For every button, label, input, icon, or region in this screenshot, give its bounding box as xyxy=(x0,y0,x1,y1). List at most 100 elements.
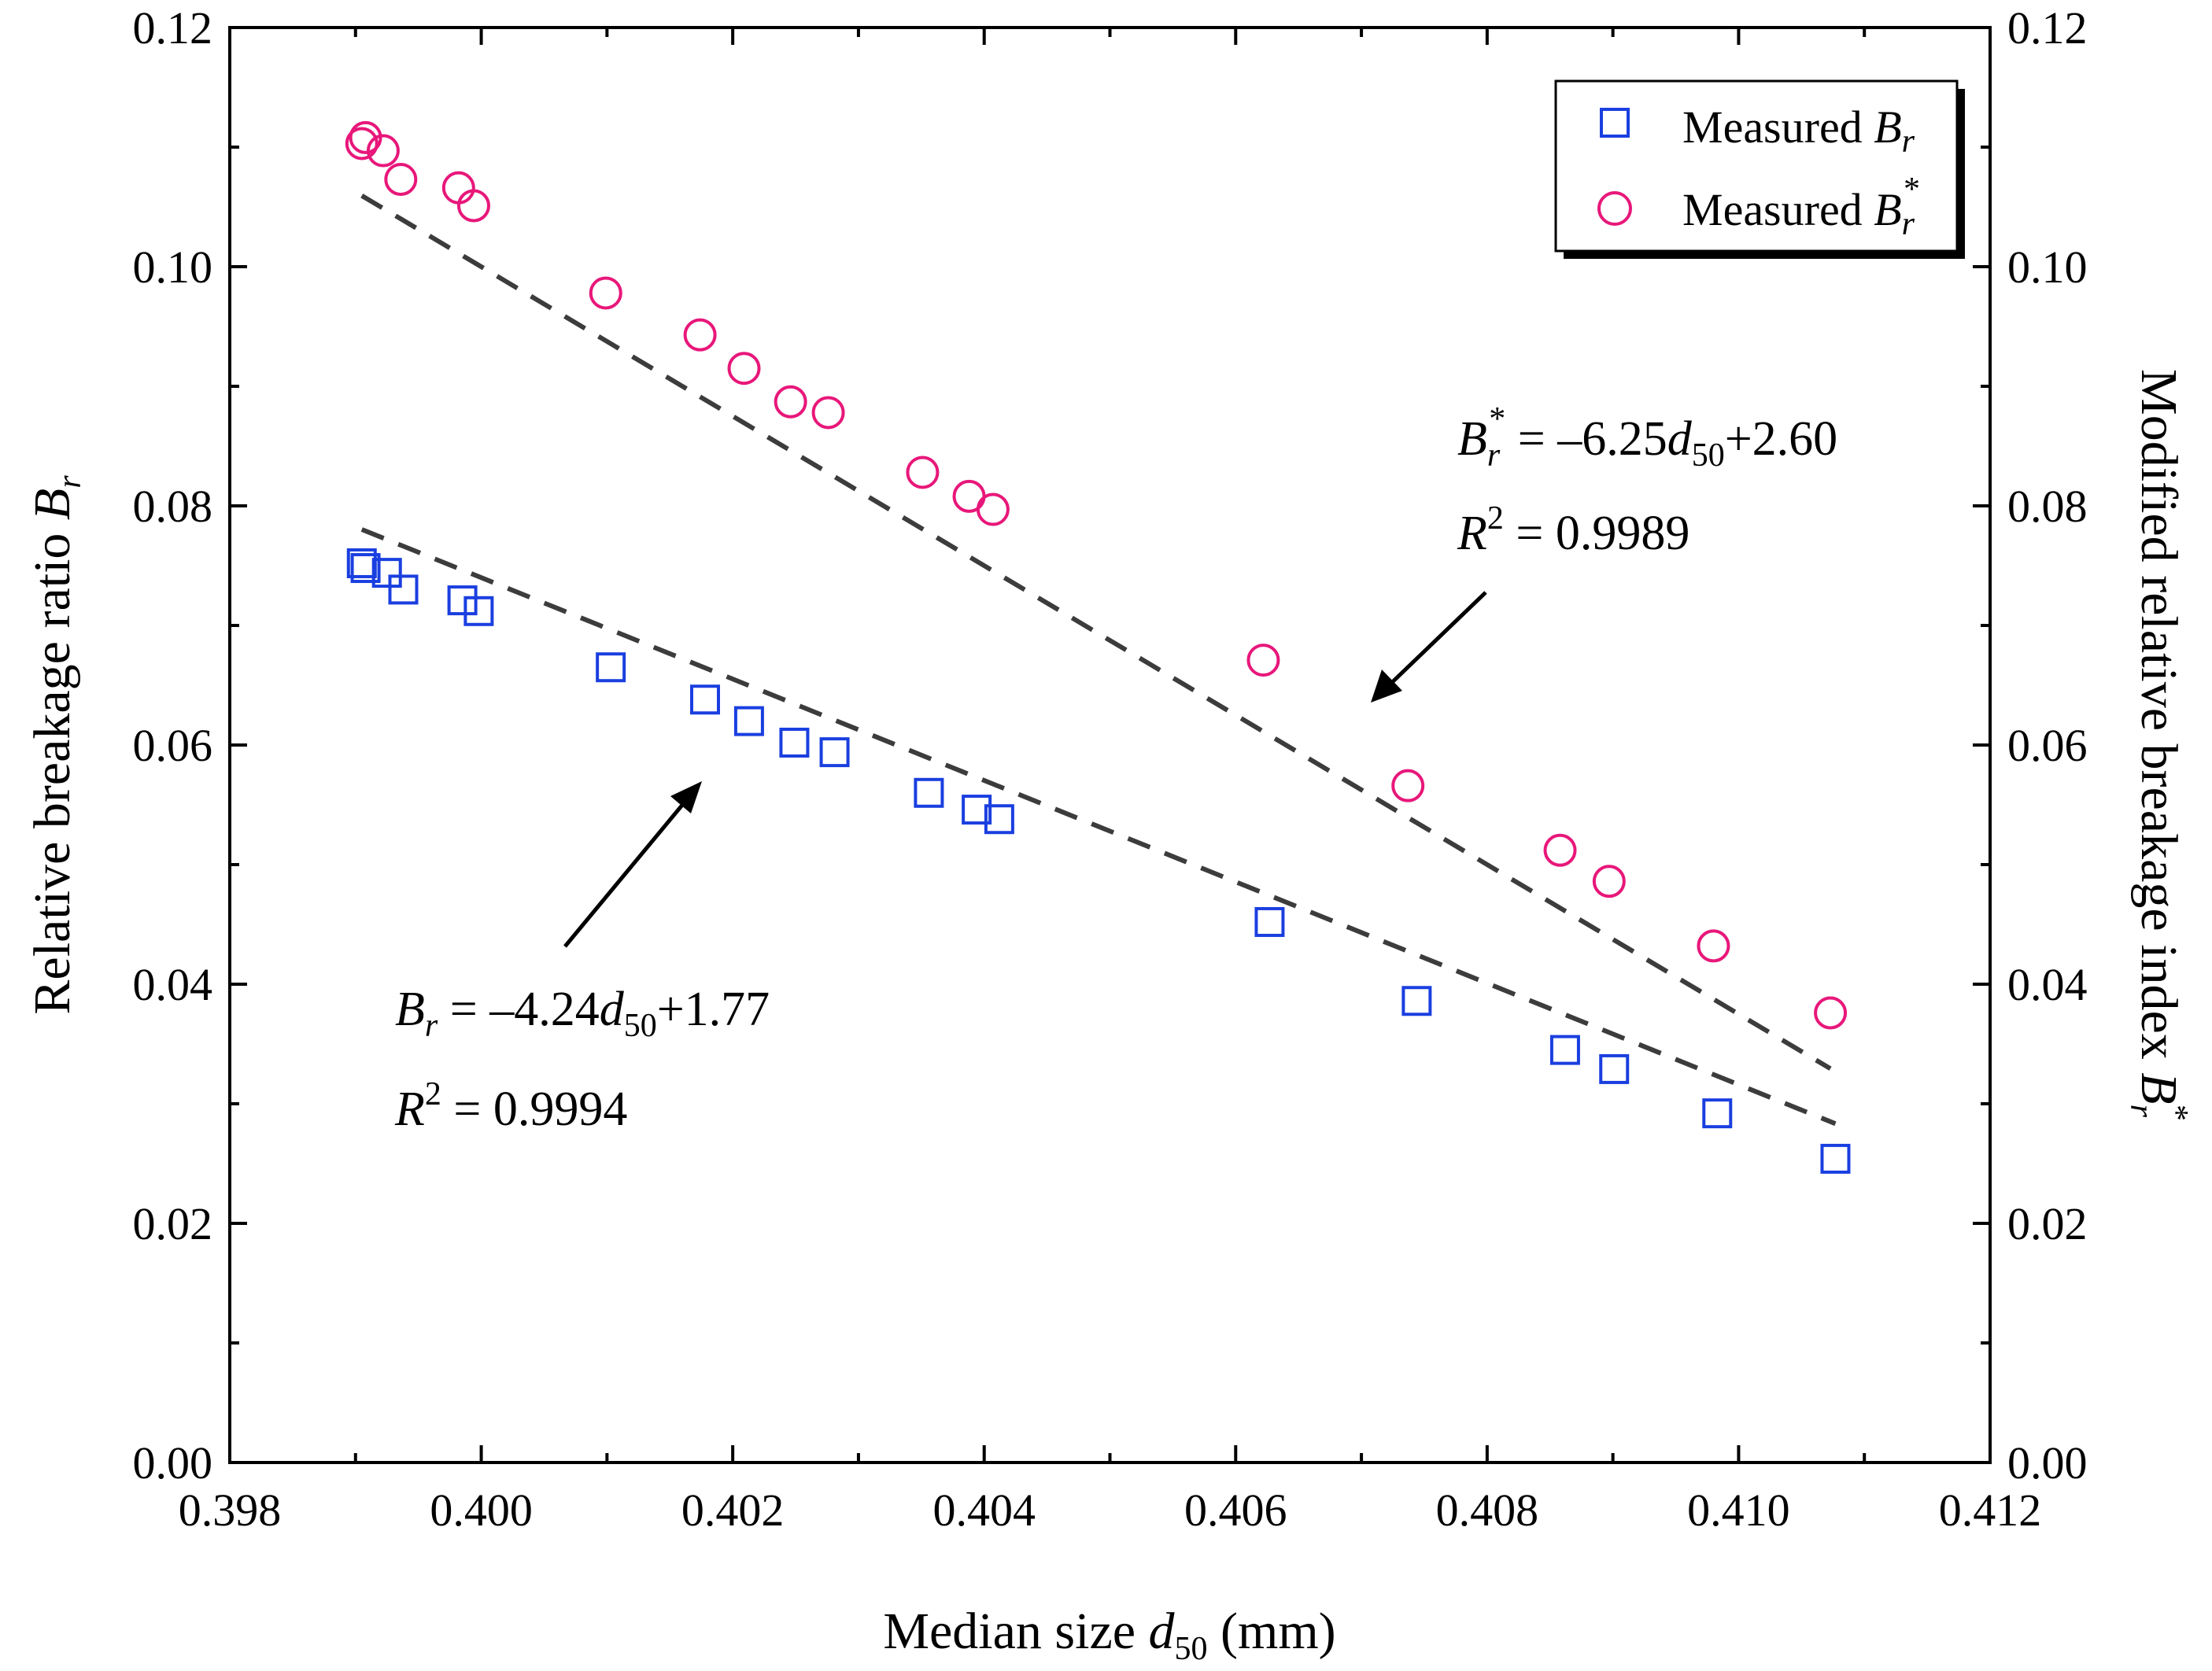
annot-bs-r2-value: = 0.9989 xyxy=(1504,507,1689,560)
point-br-19 xyxy=(1820,1143,1851,1174)
point-br-star-2 xyxy=(366,134,400,168)
legend-label-brs-var: B xyxy=(1874,184,1901,235)
y-left-tick-label-0: 0.00 xyxy=(133,1437,213,1488)
y-right-tick-label-6: 0.12 xyxy=(2007,2,2088,53)
y-left-tick-label-2: 0.04 xyxy=(133,959,213,1010)
annotation-br-equation: Br = –4.24d50+1.77 xyxy=(395,983,770,1044)
fit-line-br-star xyxy=(360,194,1832,1071)
y-right-tick-label-2: 0.04 xyxy=(2007,959,2088,1010)
annot-bs-lhs-sub: r xyxy=(1487,437,1501,474)
y-axis-left-title-main: Relative breakage ratio xyxy=(24,520,81,1015)
legend-label-br-sub: r xyxy=(1902,124,1915,160)
annot-bs-lhs-var: B xyxy=(1457,412,1487,466)
annotation-br-star-equation: Br* = –6.25d50+2.60 xyxy=(1457,401,1837,474)
annot-bs-r2-var: R xyxy=(1457,507,1487,560)
point-br-star-6 xyxy=(589,276,622,310)
x-tick-label-0: 0.398 xyxy=(179,1485,282,1536)
point-br-star-16 xyxy=(1543,833,1577,867)
point-br-17 xyxy=(1599,1053,1630,1084)
y-axis-left-title-var: B xyxy=(24,489,81,520)
point-br-13 xyxy=(984,804,1014,835)
x-axis-title-var: d xyxy=(1149,1603,1176,1660)
annot-b-rhs-var: d xyxy=(600,983,625,1036)
y-axis-right-title: Modified relative breakage index Br* xyxy=(2123,369,2194,1121)
legend-label-br-star: Measured Br* xyxy=(1682,172,1920,242)
fit-lines xyxy=(360,194,1837,1127)
y-left-tick-label-6: 0.12 xyxy=(133,2,213,53)
point-br-star-9 xyxy=(774,385,807,419)
x-tick-label-5: 0.408 xyxy=(1436,1485,1539,1536)
point-br-star-13 xyxy=(976,492,1010,526)
annot-b-r2-sup: 2 xyxy=(425,1076,441,1112)
y-axis-right-title-main: Modified relative breakage index xyxy=(2130,369,2188,1072)
point-br-star-18 xyxy=(1697,929,1730,963)
y-right-tick-label-0: 0.00 xyxy=(2007,1437,2088,1488)
point-br-star-15 xyxy=(1391,769,1425,802)
x-axis-title-unit: (mm) xyxy=(1208,1603,1336,1660)
annot-bs-rhs-tail: +2.60 xyxy=(1725,412,1837,466)
y-axis-right-title-var: B xyxy=(2130,1072,2188,1104)
annotation-br-star-arrowhead xyxy=(1371,670,1402,703)
annot-b-rhs: = –4.24 xyxy=(438,983,599,1036)
fit-line-br xyxy=(360,527,1837,1127)
y-axis-right-title-sub: r xyxy=(2123,1105,2159,1118)
y-right-tick-label-1: 0.02 xyxy=(2007,1198,2088,1249)
point-br-11 xyxy=(914,777,944,808)
annot-b-rhs-tail: +1.77 xyxy=(657,983,770,1036)
point-br-star-14 xyxy=(1246,644,1280,677)
y-axis-right-title-sup: * xyxy=(2158,1105,2194,1121)
annotation-br-arrowhead xyxy=(670,781,702,813)
point-br-18 xyxy=(1702,1098,1733,1129)
point-br-star-5 xyxy=(456,189,490,223)
legend-label-br: Measured Br xyxy=(1682,101,1915,160)
legend-marker-circle xyxy=(1597,191,1632,226)
annot-b-r2-value: = 0.9994 xyxy=(441,1083,627,1136)
point-br-6 xyxy=(596,652,626,683)
y-left-tick-label-3: 0.06 xyxy=(133,720,213,771)
annot-bs-rhs-sub: 50 xyxy=(1692,437,1725,474)
annot-bs-lhs-sup: * xyxy=(1489,401,1505,437)
point-br-16 xyxy=(1549,1035,1580,1065)
point-br-star-0 xyxy=(345,127,379,160)
point-br-star-7 xyxy=(683,318,717,352)
x-tick-label-2: 0.402 xyxy=(681,1485,785,1536)
x-tick-label-6: 0.410 xyxy=(1687,1485,1790,1536)
legend-label-br-var: B xyxy=(1874,101,1901,153)
y-left-tick-label-4: 0.08 xyxy=(133,481,213,532)
annot-b-rhs-sub: 50 xyxy=(624,1008,657,1044)
point-br-10 xyxy=(819,737,850,768)
point-br-9 xyxy=(779,727,810,758)
y-right-tick-label-5: 0.10 xyxy=(2007,242,2088,293)
y-right-tick-label-3: 0.06 xyxy=(2007,720,2088,771)
y-axis-left-title: Relative breakage ratio Br xyxy=(24,475,88,1015)
x-tick-label-1: 0.400 xyxy=(430,1485,533,1536)
point-br-star-17 xyxy=(1592,865,1626,898)
point-br-14 xyxy=(1254,906,1285,937)
point-br-star-8 xyxy=(727,352,761,385)
axis-ticks: 0.398 0.400 0.402 0.404 0.406 0.408 0.410 0.412… xyxy=(133,2,2088,1536)
legend-label-brs-main: Measured xyxy=(1682,184,1874,235)
annot-b-lhs-var: B xyxy=(395,983,425,1036)
point-br-12 xyxy=(962,795,992,825)
point-br-5 xyxy=(463,596,494,626)
annotation-br-fit: Br = –4.24d50+1.77 R2 = 0.9994 xyxy=(394,781,770,1136)
point-br-2 xyxy=(371,558,402,588)
x-tick-label-3: 0.404 xyxy=(932,1485,1036,1536)
y-left-tick-label-1: 0.02 xyxy=(133,1198,213,1249)
y-left-tick-label-5: 0.10 xyxy=(133,242,213,293)
annot-b-lhs-sub: r xyxy=(425,1008,438,1044)
legend-marker-square xyxy=(1600,108,1630,138)
y-axis-left-title-sub: r xyxy=(52,475,88,489)
point-br-3 xyxy=(388,574,419,605)
point-br-0 xyxy=(346,548,377,578)
annotation-br-star-arrow xyxy=(1383,591,1487,691)
point-br-star-10 xyxy=(811,396,845,430)
point-br-1 xyxy=(350,553,381,584)
data-points xyxy=(345,120,1851,1174)
x-tick-label-4: 0.406 xyxy=(1184,1485,1287,1536)
point-br-star-4 xyxy=(441,171,475,205)
point-br-8 xyxy=(733,706,764,736)
point-br-star-3 xyxy=(384,163,418,197)
annot-bs-rhs-var: d xyxy=(1667,412,1693,466)
